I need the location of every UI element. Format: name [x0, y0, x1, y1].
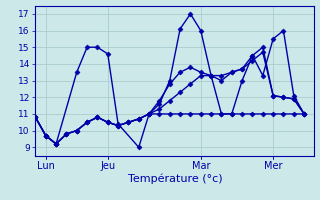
X-axis label: Température (°c): Température (°c): [128, 174, 222, 184]
